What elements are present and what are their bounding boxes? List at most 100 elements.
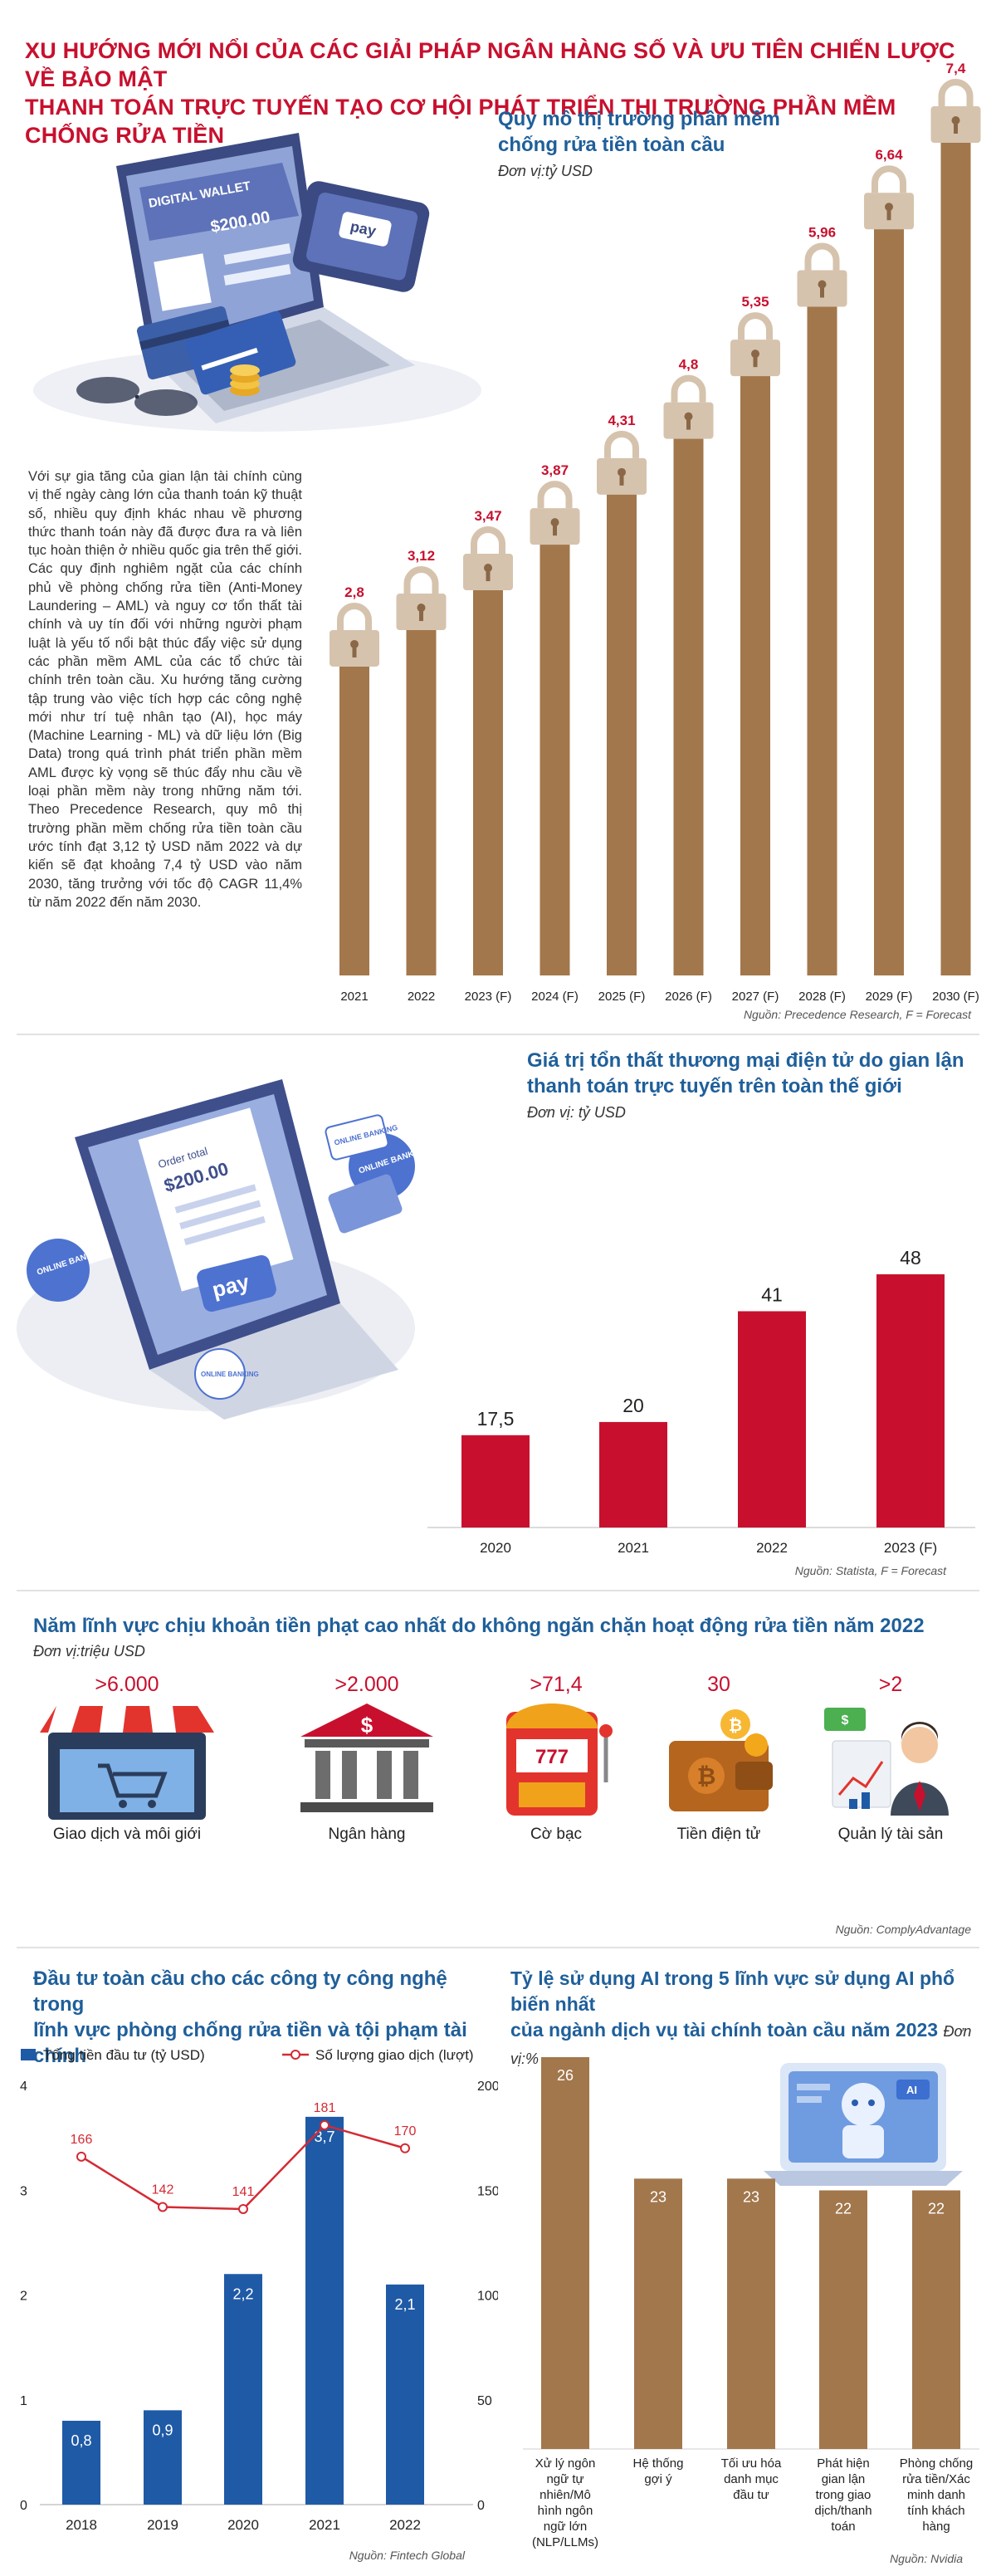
x-tick-label: 2020 (227, 2517, 259, 2533)
x-tick-label: 2030 (F) (932, 990, 979, 1004)
value-label: 2,8 (344, 584, 364, 600)
investment-chart: Tổng tiền đầu tư (tỷ USD) Số lượng giao d… (20, 2047, 498, 2533)
chart4-title-line2: lĩnh vực phòng chống rửa tiền và tội phạ… (33, 2019, 467, 2067)
x-tick-label: 2021 (340, 990, 368, 1004)
svg-text:₿: ₿ (697, 1763, 716, 1789)
line-point (400, 2143, 410, 2153)
bar-2019 (144, 2410, 182, 2505)
chart5-title-line1: Tỷ lệ sử dụng AI trong 5 lĩnh vực sử dụn… (510, 1967, 955, 2015)
chart5-title: Tỷ lệ sử dụng AI trong 5 lĩnh vực sử dụn… (510, 1966, 988, 2072)
chart2-source: Nguồn: Statista, F = Forecast (794, 1564, 946, 1577)
value-label: 4,8 (679, 357, 699, 373)
fine-label: Ngân hàng (328, 1826, 406, 1843)
section-divider-1 (17, 1034, 979, 1035)
padlock-shackle-icon (872, 165, 906, 193)
x-tick-label: 2022 (408, 990, 435, 1004)
chart2-title-line2: thanh toán trực tuyến trên toàn thế giới (527, 1075, 902, 1097)
chart4-source: Nguồn: Fintech Global (349, 2549, 465, 2562)
chart1-title-line1: Quy mô thị trường phần mềm (498, 108, 780, 130)
main-title-line2: THANH TOÁN TRỰC TUYẾN TẠO CƠ HỘI PHÁT TR… (25, 95, 896, 148)
x-tick-label: 2020 (480, 1540, 511, 1556)
bar-value-label: 0,9 (152, 2422, 173, 2438)
fines-title: Năm lĩnh vực chịu khoản tiền phạt cao nh… (33, 1615, 925, 1637)
x-tick-label: 2021 (309, 2517, 340, 2533)
keyhole-slot-icon (619, 473, 624, 486)
shopping-cart-storefront-icon (27, 1697, 227, 1826)
bar-value-label: 2,2 (232, 2285, 253, 2302)
value-label: 5,96 (808, 225, 836, 241)
fine-item: 30 ₿ ₿ Tiền điện tử (619, 1673, 818, 1844)
bitcoin-wallet-icon: ₿ ₿ (619, 1697, 818, 1826)
value-label: 3,12 (408, 548, 435, 564)
bar-value-label: 23 (743, 2188, 759, 2205)
keyhole-slot-icon (886, 208, 891, 221)
x-category-label: Xử lý ngôn ngữ tự nhiên/Mô hình ngôn ngữ lớn… (532, 2456, 598, 2549)
x-category-label-line: Phòng chống (900, 2456, 973, 2471)
chart4-title: Đầu tư toàn cầu cho các công ty công ngh… (33, 1966, 498, 2069)
value-label: 3,87 (541, 462, 569, 478)
bar-2020 (461, 1435, 530, 1528)
x-tick-label: 2018 (66, 2517, 97, 2533)
x-tick-label: 2024 (F) (531, 990, 579, 1004)
chart1-title-line2: chống rửa tiền toàn cầu (498, 134, 725, 156)
y-right-tick: 0 (477, 2499, 485, 2513)
x-tick-label: 2029 (F) (866, 990, 913, 1004)
chart5-source: Nguồn: Nvidia (890, 2552, 963, 2565)
fine-label: Tiền điện tử (676, 1826, 761, 1843)
bar-2020 (224, 2274, 262, 2505)
bar-value-label: 22 (835, 2200, 852, 2217)
fine-item: >2 $ Quản lý tài sản (791, 1673, 990, 1844)
fines-unit: Đơn vị:triệu USD (33, 1643, 145, 1659)
keyhole-slot-icon (686, 418, 691, 430)
bar-2025 (F) (607, 484, 637, 975)
svg-text:₿: ₿ (729, 1717, 742, 1735)
bar-2029 (F) (874, 219, 904, 975)
fine-label: Giao dịch và môi giới (52, 1826, 202, 1843)
bar-2021 (305, 2116, 344, 2505)
main-title: XU HƯỚNG MỚI NỔI CỦA CÁC GIẢI PHÁP NGÂN … (25, 37, 979, 149)
fine-item: >2.000 $ Ngân hàng (267, 1673, 466, 1844)
x-category-label-line: Phát hiện (817, 2456, 869, 2471)
chart2-unit: Đơn vị: tỷ USD (527, 1104, 626, 1121)
bar-value-label: 23 (650, 2188, 666, 2205)
keyhole-slot-icon (553, 524, 557, 536)
bar-2018 (62, 2421, 100, 2505)
bar-2021 (339, 656, 369, 975)
chart1-unit: Đơn vị:tỷ USD (498, 163, 593, 179)
bar-value-label: 0,8 (71, 2432, 91, 2449)
value-label: 4,31 (608, 413, 635, 428)
x-category-label-line: gian lận (822, 2472, 866, 2486)
bar-2022 (386, 2284, 424, 2505)
padlock-shackle-icon (537, 481, 573, 509)
x-category-label-line: Tối ưu hóa (721, 2456, 782, 2471)
svg-text:$: $ (842, 1713, 849, 1728)
x-tick-label: 2026 (F) (665, 990, 712, 1004)
x-tick-label: 2023 (F) (465, 990, 512, 1004)
padlock-shackle-icon (938, 79, 974, 106)
legend-line-marker (290, 2050, 300, 2060)
value-label: 41 (761, 1283, 783, 1305)
line-point (76, 2151, 86, 2162)
fines-source: Nguồn: ComplyAdvantage (835, 1923, 971, 1936)
svg-text:$: $ (361, 1713, 374, 1738)
fine-value: >2.000 (334, 1673, 399, 1696)
bar-4 (912, 2190, 960, 2449)
x-category-label-line: danh mục (724, 2472, 779, 2486)
online-banking-bubble-4: ONLINE BANKING (201, 1371, 259, 1378)
line-value-label: 142 (152, 2183, 174, 2197)
y-left-tick: 1 (20, 2394, 27, 2408)
fine-value: >6.000 (95, 1673, 159, 1696)
x-category-label-line: ngữ lớn (544, 2520, 587, 2534)
bar-2023 (F) (473, 580, 503, 975)
x-tick-label: 2019 (147, 2517, 178, 2533)
x-tick-label: 2027 (F) (732, 990, 779, 1004)
main-title-line1: XU HƯỚNG MỚI NỔI CỦA CÁC GIẢI PHÁP NGÂN … (25, 38, 955, 91)
keyhole-slot-icon (954, 122, 958, 134)
bar-2026 (F) (673, 428, 704, 975)
x-category-label: Phát hiện gian lận trong giao dịch/thanh toá… (814, 2456, 872, 2534)
digital-wallet-illustration: DIGITAL WALLET $200.00 pay (33, 133, 481, 432)
chart1-source: Nguồn: Precedence Research, F = Forecast (743, 1008, 971, 1021)
x-tick-label: 2028 (F) (798, 990, 846, 1004)
x-tick-label: 2025 (F) (598, 990, 646, 1004)
bar-value-label: 22 (928, 2200, 945, 2217)
